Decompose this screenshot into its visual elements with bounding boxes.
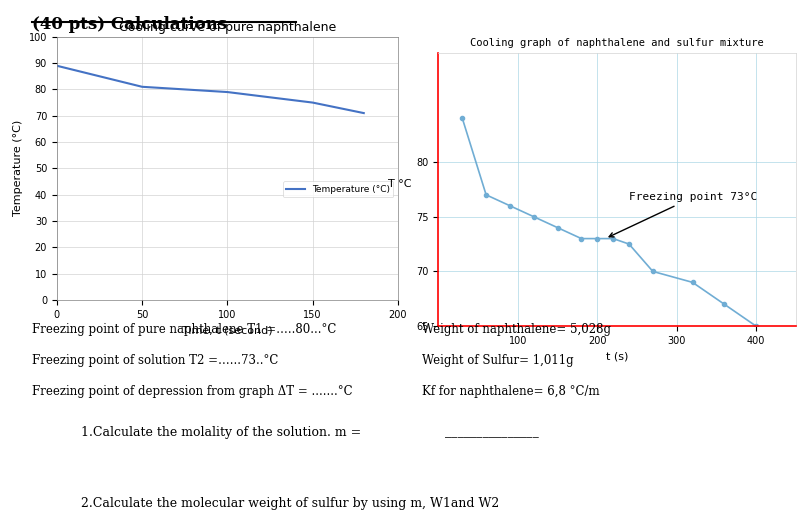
Text: Freezing point of depression from graph ΔT = .......°C: Freezing point of depression from graph … [32, 385, 353, 398]
Temperature (°C) [358, 110, 368, 116]
Temperature (°C) [222, 89, 232, 95]
Text: Freezing point of pure naphthalene T1 =…..80...°C: Freezing point of pure naphthalene T1 =…… [32, 323, 337, 337]
Text: Kf for naphthalene= 6,8 °C/m: Kf for naphthalene= 6,8 °C/m [422, 385, 599, 398]
Text: 2.Calculate the molecular weight of sulfur by using m, W1and W2: 2.Calculate the molecular weight of sulf… [81, 497, 499, 510]
X-axis label: Time, t (second): Time, t (second) [182, 325, 272, 335]
Y-axis label: Temperature (°C): Temperature (°C) [13, 120, 24, 216]
Text: (40 pts) Calculations: (40 pts) Calculations [32, 16, 227, 33]
Legend: Temperature (°C): Temperature (°C) [282, 181, 393, 197]
X-axis label: t (s): t (s) [605, 351, 628, 361]
Temperature (°C) [52, 63, 62, 69]
Temperature (°C) [307, 99, 317, 106]
Text: Weight of naphthalene= 5,028g: Weight of naphthalene= 5,028g [422, 323, 611, 337]
Temperature (°C) [137, 84, 147, 90]
Text: Freezing point 73°C: Freezing point 73°C [608, 193, 757, 237]
Text: _______________: _______________ [444, 426, 538, 439]
Text: Freezing point of solution T2 =…...73..°C: Freezing point of solution T2 =…...73..°… [32, 354, 278, 367]
Title: Cooling graph of naphthalene and sulfur mixture: Cooling graph of naphthalene and sulfur … [470, 38, 763, 48]
Title: Cooling curve of pure naphthalene: Cooling curve of pure naphthalene [118, 21, 336, 34]
Line: Temperature (°C): Temperature (°C) [57, 66, 363, 113]
Text: 1.Calculate the molality of the solution. m =: 1.Calculate the molality of the solution… [81, 426, 361, 439]
Text: Weight of Sulfur= 1,011g: Weight of Sulfur= 1,011g [422, 354, 573, 367]
Y-axis label: T °C: T °C [388, 179, 411, 189]
